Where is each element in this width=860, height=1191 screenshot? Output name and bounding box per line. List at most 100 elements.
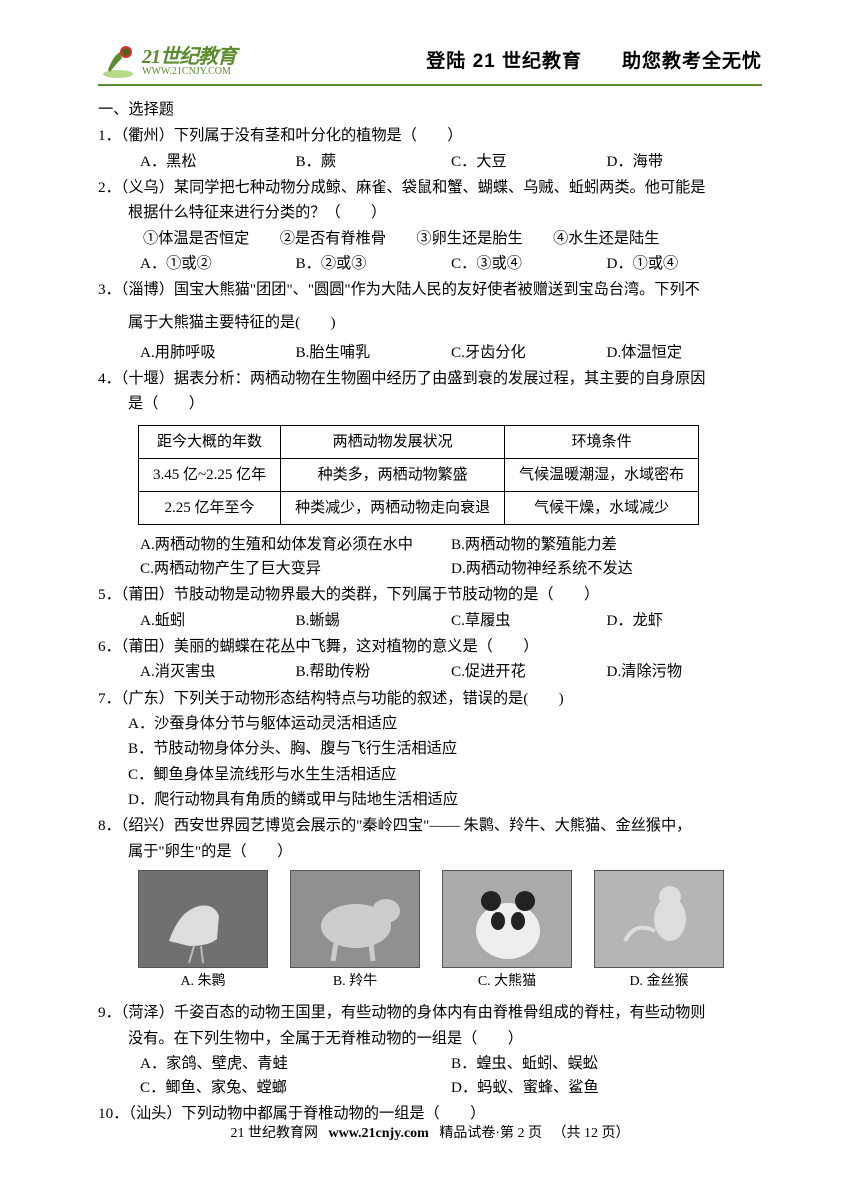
q8-img-a: A. 朱鹮 <box>138 870 268 993</box>
header-divider <box>98 84 762 86</box>
q1-opt-c: C．大豆 <box>451 150 607 174</box>
q9-opt-a: A．家鸽、壁虎、青蛙 <box>140 1052 451 1076</box>
q6-stem: 6．（莆田）美丽的蝴蝶在花丛中飞舞，这对植物的意义是（ ） <box>98 635 762 659</box>
q2-options: A．①或② B．②或③ C．③或④ D．①或④ <box>98 252 762 276</box>
q4-r1c1: 种类减少，两栖动物走向衰退 <box>281 491 505 524</box>
q9-line2: 没有。在下列生物中，全属于无脊椎动物的一组是（ ） <box>98 1027 762 1051</box>
q4-opt-d: D.两栖动物神经系统不发达 <box>451 557 762 581</box>
q5-opt-c: C.草履虫 <box>451 609 607 633</box>
q8-cap-b: B. 羚牛 <box>333 971 377 993</box>
q2-line2: 根据什么特征来进行分类的？（ ） <box>98 201 762 225</box>
q8-img-c: C. 大熊猫 <box>442 870 572 993</box>
image-takin <box>290 870 420 968</box>
footer-mid: 精品试卷·第 2 页 <box>439 1126 542 1141</box>
q4-th-0: 距今大概的年数 <box>139 425 281 458</box>
q3-opt-b: B.胎生哺乳 <box>296 341 452 365</box>
q9-opt-c: C．鲫鱼、家兔、螳螂 <box>140 1076 451 1100</box>
q3-opt-c: C.牙齿分化 <box>451 341 607 365</box>
q8-line2: 属于"卵生"的是（ ） <box>98 840 762 864</box>
q6-opt-d: D.清除污物 <box>607 660 763 684</box>
q7-opt-a: A．沙蚕身体分节与躯体运动灵活相适应 <box>98 712 762 736</box>
q8-img-d: D. 金丝猴 <box>594 870 724 993</box>
q4-r0c1: 种类多，两栖动物繁盛 <box>281 458 505 491</box>
q6-opt-c: C.促进开花 <box>451 660 607 684</box>
q7-stem: 7．（广东）下列关于动物形态结构特点与功能的叙述，错误的是( ) <box>98 687 762 711</box>
q4-r1c2: 气候干燥，水域减少 <box>505 491 699 524</box>
q5-opt-a: A.蚯蚓 <box>140 609 296 633</box>
question-7: 7．（广东）下列关于动物形态结构特点与功能的叙述，错误的是( ) A．沙蚕身体分… <box>98 687 762 813</box>
q9-options-2: C．鲫鱼、家兔、螳螂 D．蚂蚁、蜜蜂、鲨鱼 <box>98 1076 762 1100</box>
content-area: 一、选择题 1．（衢州）下列属于没有茎和叶分化的植物是（ ） A．黑松 B．蕨 … <box>98 98 762 1127</box>
q8-images: A. 朱鹮 B. 羚牛 C. 大熊猫 D. 金丝猴 <box>98 870 762 993</box>
q4-options-2: C.两栖动物产生了巨大变异 D.两栖动物神经系统不发达 <box>98 557 762 581</box>
q4-th-1: 两栖动物发展状况 <box>281 425 505 458</box>
question-3: 3．（淄博）国宝大熊猫"团团"、"圆圆"作为大陆人民的友好使者被赠送到宝岛台湾。… <box>98 278 762 365</box>
q5-opt-d: D．龙虾 <box>607 609 763 633</box>
q4-r0c2: 气候温暖潮湿，水域密布 <box>505 458 699 491</box>
q6-options: A.消灭害虫 B.帮助传粉 C.促进开花 D.清除污物 <box>98 660 762 684</box>
q1-opt-a: A．黑松 <box>140 150 296 174</box>
q4-line2: 是（ ） <box>98 392 762 416</box>
q4-opt-c: C.两栖动物产生了巨大变异 <box>140 557 451 581</box>
q8-line1: 8．（绍兴）西安世界园艺博览会展示的"秦岭四宝"—— 朱鹮、羚牛、大熊猫、金丝猴… <box>98 814 762 838</box>
q9-opt-b: B．蝗虫、蚯蚓、蜈蚣 <box>451 1052 762 1076</box>
q3-opt-a: A.用肺呼吸 <box>140 341 296 365</box>
q2-opt-c: C．③或④ <box>451 252 607 276</box>
q8-img-b: B. 羚牛 <box>290 870 420 993</box>
q1-opt-d: D．海带 <box>607 150 763 174</box>
logo: 21世纪教育 WWW.21CNJY.COM <box>98 44 236 80</box>
footer-left: 21 世纪教育网 <box>231 1126 319 1141</box>
q5-stem: 5．（莆田）节肢动物是动物界最大的类群，下列属于节肢动物的是（ ） <box>98 583 762 607</box>
question-5: 5．（莆田）节肢动物是动物界最大的类群，下列属于节肢动物的是（ ） A.蚯蚓 B… <box>98 583 762 633</box>
question-6: 6．（莆田）美丽的蝴蝶在花丛中飞舞，这对植物的意义是（ ） A.消灭害虫 B.帮… <box>98 635 762 685</box>
logo-text: 21世纪教育 WWW.21CNJY.COM <box>142 47 236 77</box>
q9-line1: 9．（菏泽）千姿百态的动物王国里，有些动物的身体内有由脊椎骨组成的脊柱，有些动物… <box>98 1001 762 1025</box>
q2-line1: 2．（义乌）某同学把七种动物分成鲸、麻雀、袋鼠和蟹、蝴蝶、乌贼、蚯蚓两类。他可能… <box>98 176 762 200</box>
image-monkey <box>594 870 724 968</box>
q2-sub: ①体温是否恒定 ②是否有脊椎骨 ③卵生还是胎生 ④水生还是陆生 <box>98 227 762 251</box>
q4-table: 距今大概的年数 两栖动物发展状况 环境条件 3.45 亿~2.25 亿年 种类多… <box>138 425 699 525</box>
q1-stem: 1．（衢州）下列属于没有茎和叶分化的植物是（ ） <box>98 124 762 148</box>
q7-opt-b: B．节肢动物身体分头、胸、腹与飞行生活相适应 <box>98 737 762 761</box>
q8-cap-d: D. 金丝猴 <box>629 971 688 993</box>
q8-cap-c: C. 大熊猫 <box>478 971 536 993</box>
q7-opt-c: C．鲫鱼身体呈流线形与水生生活相适应 <box>98 763 762 787</box>
q4-opt-a: A.两栖动物的生殖和幼体发育必须在水中 <box>140 533 451 557</box>
q6-opt-a: A.消灭害虫 <box>140 660 296 684</box>
q4-r0c0: 3.45 亿~2.25 亿年 <box>139 458 281 491</box>
question-1: 1．（衢州）下列属于没有茎和叶分化的植物是（ ） A．黑松 B．蕨 C．大豆 D… <box>98 124 762 174</box>
q2-opt-d: D．①或④ <box>607 252 763 276</box>
q4-options-1: A.两栖动物的生殖和幼体发育必须在水中 B.两栖动物的繁殖能力差 <box>98 533 762 557</box>
q3-options: A.用肺呼吸 B.胎生哺乳 C.牙齿分化 D.体温恒定 <box>98 341 762 365</box>
q3-opt-d: D.体温恒定 <box>607 341 763 365</box>
logo-icon <box>98 44 138 80</box>
q7-opt-d: D．爬行动物具有角质的鳞或甲与陆地生活相适应 <box>98 788 762 812</box>
q1-opt-b: B．蕨 <box>296 150 452 174</box>
logo-main-text: 21世纪教育 <box>142 47 236 67</box>
q3-line1: 3．（淄博）国宝大熊猫"团团"、"圆圆"作为大陆人民的友好使者被赠送到宝岛台湾。… <box>98 278 762 302</box>
logo-sub-text: WWW.21CNJY.COM <box>142 67 236 77</box>
q4-th-2: 环境条件 <box>505 425 699 458</box>
q2-opt-b: B．②或③ <box>296 252 452 276</box>
q4-line1: 4．（十堰）据表分析：两栖动物在生物圈中经历了由盛到衰的发展过程，其主要的自身原… <box>98 367 762 391</box>
q8-cap-a: A. 朱鹮 <box>180 971 225 993</box>
page-footer: 21 世纪教育网 www.21cnjy.com 精品试卷·第 2 页 （共 12… <box>0 1123 860 1145</box>
image-panda <box>442 870 572 968</box>
section-title: 一、选择题 <box>98 98 762 122</box>
footer-right: （共 12 页） <box>553 1126 630 1141</box>
image-bird <box>138 870 268 968</box>
q5-options: A.蚯蚓 B.蜥蜴 C.草履虫 D．龙虾 <box>98 609 762 633</box>
footer-url: www.21cnjy.com <box>329 1126 429 1141</box>
q4-r1c0: 2.25 亿年至今 <box>139 491 281 524</box>
question-4: 4．（十堰）据表分析：两栖动物在生物圈中经历了由盛到衰的发展过程，其主要的自身原… <box>98 367 762 581</box>
q2-opt-a: A．①或② <box>140 252 296 276</box>
q5-opt-b: B.蜥蜴 <box>296 609 452 633</box>
q6-opt-b: B.帮助传粉 <box>296 660 452 684</box>
q3-line2: 属于大熊猫主要特征的是( ) <box>98 311 762 335</box>
question-8: 8．（绍兴）西安世界园艺博览会展示的"秦岭四宝"—— 朱鹮、羚牛、大熊猫、金丝猴… <box>98 814 762 993</box>
q4-opt-b: B.两栖动物的繁殖能力差 <box>451 533 762 557</box>
q1-options: A．黑松 B．蕨 C．大豆 D．海带 <box>98 150 762 174</box>
q9-options-1: A．家鸽、壁虎、青蛙 B．蝗虫、蚯蚓、蜈蚣 <box>98 1052 762 1076</box>
question-2: 2．（义乌）某同学把七种动物分成鲸、麻雀、袋鼠和蟹、蝴蝶、乌贼、蚯蚓两类。他可能… <box>98 176 762 276</box>
q9-opt-d: D．蚂蚁、蜜蜂、鲨鱼 <box>451 1076 762 1100</box>
